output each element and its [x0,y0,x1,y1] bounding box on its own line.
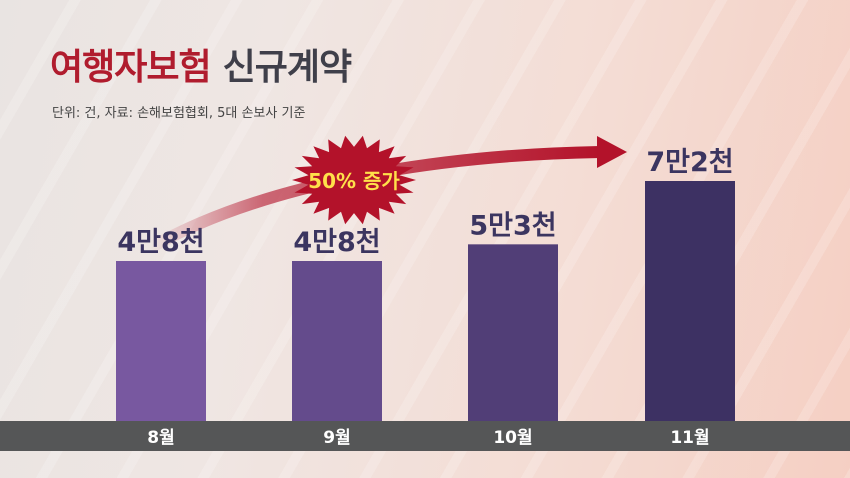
growth-badge-star [292,135,416,225]
bar-3 [468,244,558,421]
x-tick-label-2: 9월 [323,428,350,448]
growth-arrow-head [597,136,627,168]
bar-1 [116,261,206,421]
chart-subtitle: 단위: 건, 자료: 손해보험협회, 5대 손보사 기준 [52,106,306,121]
x-axis-band [0,421,850,451]
bar-value-label-4: 7만2천 [646,147,733,178]
x-tick-label-4: 11월 [670,428,709,448]
x-tick-label-3: 10월 [493,428,532,448]
chart-title: 여행자보험 신규계약 [50,38,352,90]
bar-2 [292,261,382,421]
bar-value-label-3: 5만3천 [469,210,556,241]
bar-value-label-2: 4만8천 [293,227,380,258]
bar-value-label-1: 4만8천 [117,227,204,258]
bar-4 [645,181,735,421]
growth-badge: 50% 증가 [292,135,416,225]
x-tick-label-1: 8월 [147,428,174,448]
title-highlight: 여행자보험 [50,47,212,88]
growth-badge-label: 50% 증가 [308,169,400,193]
title-rest: 신규계약 [222,47,352,88]
